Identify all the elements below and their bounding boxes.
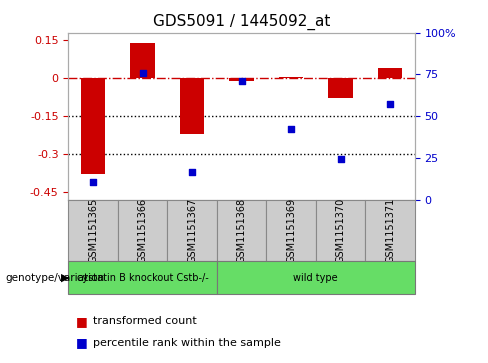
Text: ■: ■ [76,315,87,328]
Bar [328,78,353,98]
Bar [68,261,217,294]
Text: GSM1151367: GSM1151367 [187,198,197,263]
Bar [316,200,366,261]
Bar [118,200,167,261]
Title: GDS5091 / 1445092_at: GDS5091 / 1445092_at [153,14,330,30]
Point [188,169,196,175]
Point [386,101,394,106]
Bar [266,200,316,261]
Point [238,78,245,83]
Text: transformed count: transformed count [93,316,197,326]
Bar [81,78,105,174]
Text: wild type: wild type [293,273,338,283]
Bar [130,43,155,78]
Text: GSM1151365: GSM1151365 [88,198,98,263]
Text: cystatin B knockout Cstb-/-: cystatin B knockout Cstb-/- [77,273,208,283]
Text: percentile rank within the sample: percentile rank within the sample [93,338,281,348]
Text: GSM1151370: GSM1151370 [336,198,346,263]
Text: GSM1151371: GSM1151371 [385,198,395,263]
Bar [68,200,118,261]
Text: ■: ■ [76,337,87,350]
Text: genotype/variation: genotype/variation [5,273,104,283]
Text: GSM1151368: GSM1151368 [237,198,246,263]
Bar [217,200,266,261]
Point [337,156,345,162]
Text: GSM1151366: GSM1151366 [138,198,147,263]
Text: GSM1151369: GSM1151369 [286,198,296,263]
Point [139,70,146,76]
Text: ▶: ▶ [61,273,69,283]
Bar [180,78,204,134]
Bar [167,200,217,261]
Bar [378,68,403,78]
Bar [217,261,415,294]
Point [287,126,295,132]
Bar [366,200,415,261]
Point [89,179,97,185]
Bar [279,77,304,78]
Bar [229,78,254,81]
